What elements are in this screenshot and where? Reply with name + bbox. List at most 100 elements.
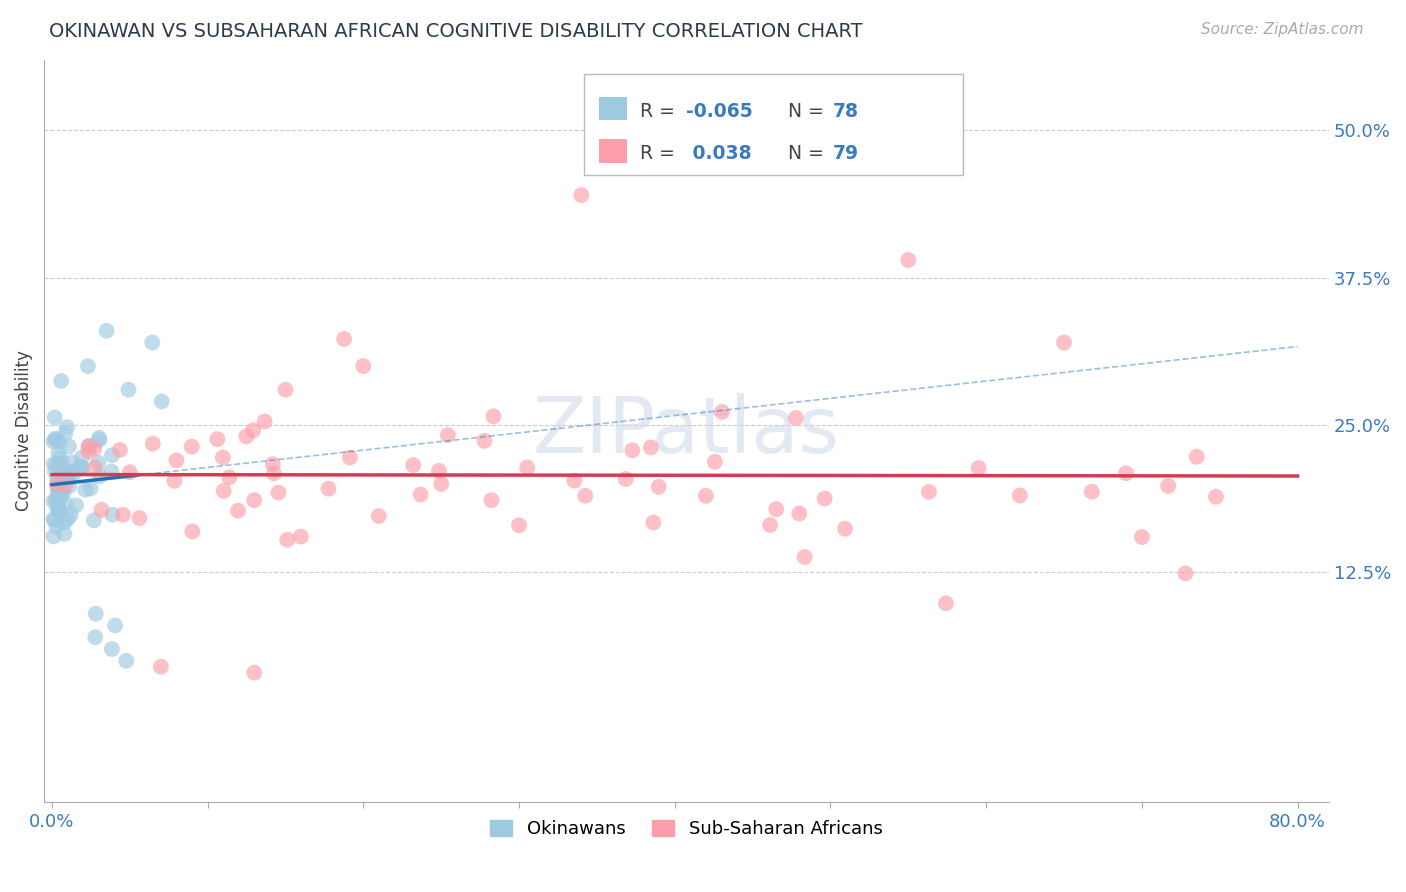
Point: [53, 515, 76, 529]
Point: [89, 469, 111, 483]
Point: [70, 450, 93, 465]
Point: [56, 512, 79, 526]
Point: [267, 485, 290, 500]
Text: N =: N =: [787, 102, 830, 121]
Point: [482, 409, 505, 424]
Point: [1174, 566, 1197, 581]
Point: [46, 483, 69, 497]
Point: [333, 332, 356, 346]
Point: [101, 448, 124, 462]
Point: [621, 443, 644, 458]
Point: [711, 405, 734, 419]
Point: [49, 491, 72, 505]
Point: [262, 457, 284, 471]
Point: [52, 485, 75, 500]
Point: [472, 434, 495, 448]
Point: [180, 440, 202, 454]
Point: [789, 507, 811, 521]
Point: [48, 434, 70, 449]
Point: [70, 460, 93, 475]
Point: [84, 607, 107, 621]
Point: [46, 491, 69, 505]
Point: [1008, 488, 1031, 502]
Point: [83, 513, 105, 527]
Text: R =: R =: [640, 102, 681, 121]
Point: [48, 485, 70, 500]
Point: [77, 439, 100, 453]
Point: [290, 530, 312, 544]
Point: [49, 451, 72, 466]
Text: ZIPatlas: ZIPatlas: [533, 393, 839, 469]
Point: [163, 474, 186, 488]
Point: [481, 493, 503, 508]
Point: [59, 466, 82, 480]
Point: [564, 474, 586, 488]
Point: [218, 470, 240, 484]
Point: [339, 450, 361, 465]
Point: [166, 453, 188, 467]
Point: [42, 494, 65, 508]
Point: [640, 441, 662, 455]
Point: [402, 458, 425, 472]
Point: [83, 460, 105, 475]
Point: [87, 456, 110, 470]
Point: [181, 524, 204, 539]
Point: [48, 502, 70, 516]
Point: [765, 502, 787, 516]
Point: [69, 460, 91, 475]
Point: [44, 410, 66, 425]
Point: [1157, 479, 1180, 493]
Point: [49, 477, 72, 491]
Point: [427, 464, 450, 478]
Text: -0.065: -0.065: [686, 102, 754, 121]
Point: [128, 511, 150, 525]
Point: [647, 480, 669, 494]
Point: [759, 517, 782, 532]
Point: [967, 461, 990, 475]
Point: [49, 474, 72, 488]
Point: [84, 630, 107, 644]
Point: [142, 436, 165, 450]
Point: [785, 411, 807, 425]
Point: [48, 475, 70, 490]
Point: [242, 423, 264, 437]
Point: [46, 472, 69, 486]
Point: [235, 429, 257, 443]
Point: [263, 467, 285, 481]
Bar: [599, 96, 627, 120]
Point: [45, 477, 67, 491]
Bar: [599, 139, 627, 163]
Point: [111, 508, 134, 522]
Point: [508, 518, 530, 533]
Point: [1205, 490, 1227, 504]
Point: [89, 433, 111, 447]
Point: [79, 482, 101, 496]
Point: [51, 485, 73, 500]
Point: [574, 489, 596, 503]
Point: [1053, 335, 1076, 350]
Text: Source: ZipAtlas.com: Source: ZipAtlas.com: [1201, 22, 1364, 37]
Point: [243, 493, 266, 508]
Point: [150, 394, 173, 409]
Point: [49, 374, 72, 388]
Point: [48, 485, 70, 500]
Point: [51, 463, 73, 477]
Point: [643, 516, 665, 530]
Point: [70, 460, 93, 475]
Point: [59, 508, 82, 522]
Point: [45, 458, 67, 472]
Point: [90, 503, 112, 517]
Point: [409, 487, 432, 501]
Point: [814, 491, 837, 506]
Point: [703, 455, 725, 469]
Point: [46, 487, 69, 501]
Point: [96, 324, 118, 338]
Point: [42, 529, 65, 543]
Point: [58, 479, 80, 493]
Point: [44, 432, 66, 446]
FancyBboxPatch shape: [583, 74, 963, 175]
Point: [83, 442, 105, 456]
Text: 78: 78: [832, 102, 859, 121]
Point: [207, 432, 229, 446]
Point: [318, 482, 340, 496]
